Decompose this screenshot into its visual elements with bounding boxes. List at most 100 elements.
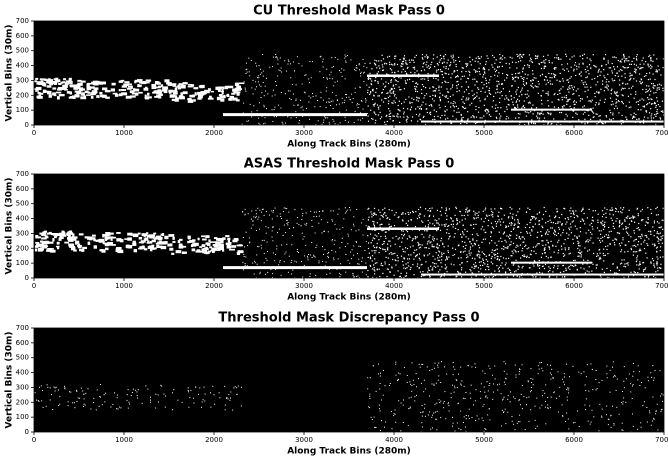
mask-pixel bbox=[646, 91, 648, 93]
mask-pixel bbox=[329, 123, 331, 125]
mask-pixel bbox=[656, 221, 658, 223]
mask-pixel bbox=[606, 365, 608, 367]
mask-pixel bbox=[448, 73, 450, 75]
mask-pixel bbox=[526, 223, 528, 226]
mask-pixel bbox=[562, 252, 564, 255]
mask-pixel bbox=[621, 94, 623, 96]
y-tick-label: 500 bbox=[16, 47, 29, 55]
mask-pixel bbox=[506, 74, 508, 76]
mask-pixel bbox=[334, 267, 336, 269]
mask-pixel bbox=[434, 66, 436, 68]
mask-pixel bbox=[239, 244, 242, 247]
mask-pixel bbox=[655, 69, 657, 71]
mask-pixel bbox=[389, 95, 391, 97]
mask-pixel bbox=[458, 373, 459, 375]
mask-pixel bbox=[393, 87, 396, 89]
mask-pixel bbox=[458, 428, 460, 430]
mask-pixel bbox=[511, 61, 514, 63]
mask-pixel bbox=[600, 276, 602, 278]
mask-pixel bbox=[108, 232, 111, 236]
mask-pixel bbox=[639, 263, 641, 265]
mask-pixel bbox=[425, 247, 427, 249]
mask-pixel bbox=[193, 397, 195, 399]
mask-pixel bbox=[379, 410, 381, 412]
mask-pixel bbox=[626, 58, 628, 60]
mask-pixel bbox=[504, 247, 506, 249]
mask-pixel bbox=[452, 223, 454, 225]
mask-pixel bbox=[569, 223, 572, 225]
mask-pixel bbox=[385, 250, 387, 252]
mask-pixel bbox=[537, 92, 539, 94]
mask-pixel bbox=[662, 67, 664, 69]
mask-pixel bbox=[500, 207, 502, 209]
mask-pixel bbox=[426, 243, 428, 245]
mask-pixel bbox=[580, 220, 582, 222]
mask-pixel bbox=[542, 61, 544, 63]
mask-pixel bbox=[478, 57, 480, 59]
mask-pixel bbox=[472, 238, 474, 240]
mask-pixel bbox=[389, 118, 391, 120]
mask-pixel bbox=[362, 234, 364, 236]
mask-pixel bbox=[431, 246, 433, 248]
mask-pixel bbox=[633, 216, 635, 218]
y-tick-label: 100 bbox=[16, 259, 29, 267]
mask-pixel bbox=[634, 239, 636, 241]
mask-pixel bbox=[637, 213, 639, 215]
mask-pixel bbox=[445, 209, 448, 211]
mask-pixel bbox=[447, 68, 450, 70]
mask-pixel bbox=[433, 263, 435, 265]
mask-pixel bbox=[586, 96, 588, 98]
mask-pixel bbox=[620, 61, 622, 63]
mask-pixel bbox=[605, 245, 607, 248]
mask-pixel bbox=[467, 118, 469, 120]
mask-pixel bbox=[484, 217, 487, 219]
mask-pixel bbox=[478, 211, 480, 213]
mask-pixel bbox=[476, 415, 478, 417]
mask-pixel bbox=[479, 100, 481, 102]
mask-pixel bbox=[473, 98, 475, 100]
mask-pixel bbox=[372, 118, 374, 120]
mask-pixel bbox=[193, 99, 196, 102]
mask-pixel bbox=[534, 223, 536, 225]
mask-pixel bbox=[497, 389, 499, 391]
mask-pixel bbox=[624, 220, 626, 222]
mask-pixel bbox=[494, 121, 497, 123]
mask-pixel bbox=[180, 95, 184, 99]
mask-pixel bbox=[398, 237, 400, 239]
mask-pixel bbox=[463, 214, 465, 217]
mask-pixel bbox=[409, 381, 411, 383]
mask-pixel bbox=[509, 238, 511, 240]
mask-pixel bbox=[451, 122, 453, 124]
mask-pixel bbox=[149, 241, 152, 244]
mask-pixel bbox=[216, 237, 219, 241]
mask-pixel bbox=[617, 75, 619, 77]
mask-pixel bbox=[535, 77, 537, 79]
mask-pixel bbox=[624, 87, 626, 89]
mask-pixel bbox=[437, 247, 439, 250]
mask-pixel bbox=[414, 256, 417, 258]
mask-pixel bbox=[375, 426, 377, 428]
mask-pixel bbox=[297, 104, 299, 106]
mask-pixel bbox=[461, 75, 463, 77]
mask-pixel bbox=[528, 95, 530, 97]
mask-pixel bbox=[178, 83, 184, 86]
mask-pixel bbox=[67, 235, 71, 238]
mask-pixel bbox=[424, 56, 426, 58]
mask-pixel bbox=[635, 101, 637, 103]
mask-pixel bbox=[458, 56, 460, 58]
mask-pixel bbox=[367, 225, 369, 227]
mask-pixel bbox=[514, 80, 516, 82]
mask-pixel bbox=[447, 225, 449, 227]
x-tick-label: 3000 bbox=[295, 129, 313, 137]
mask-pixel bbox=[110, 237, 113, 241]
mask-pixel bbox=[460, 233, 462, 235]
mask-pixel bbox=[585, 241, 587, 243]
mask-pixel bbox=[333, 259, 335, 261]
mask-pixel bbox=[606, 373, 608, 375]
mask-pixel bbox=[481, 81, 483, 84]
mask-pixel bbox=[639, 263, 641, 265]
mask-pixel bbox=[442, 76, 445, 78]
mask-pixel bbox=[530, 84, 532, 86]
mask-pixel bbox=[189, 240, 195, 243]
mask-pixel bbox=[428, 269, 430, 271]
